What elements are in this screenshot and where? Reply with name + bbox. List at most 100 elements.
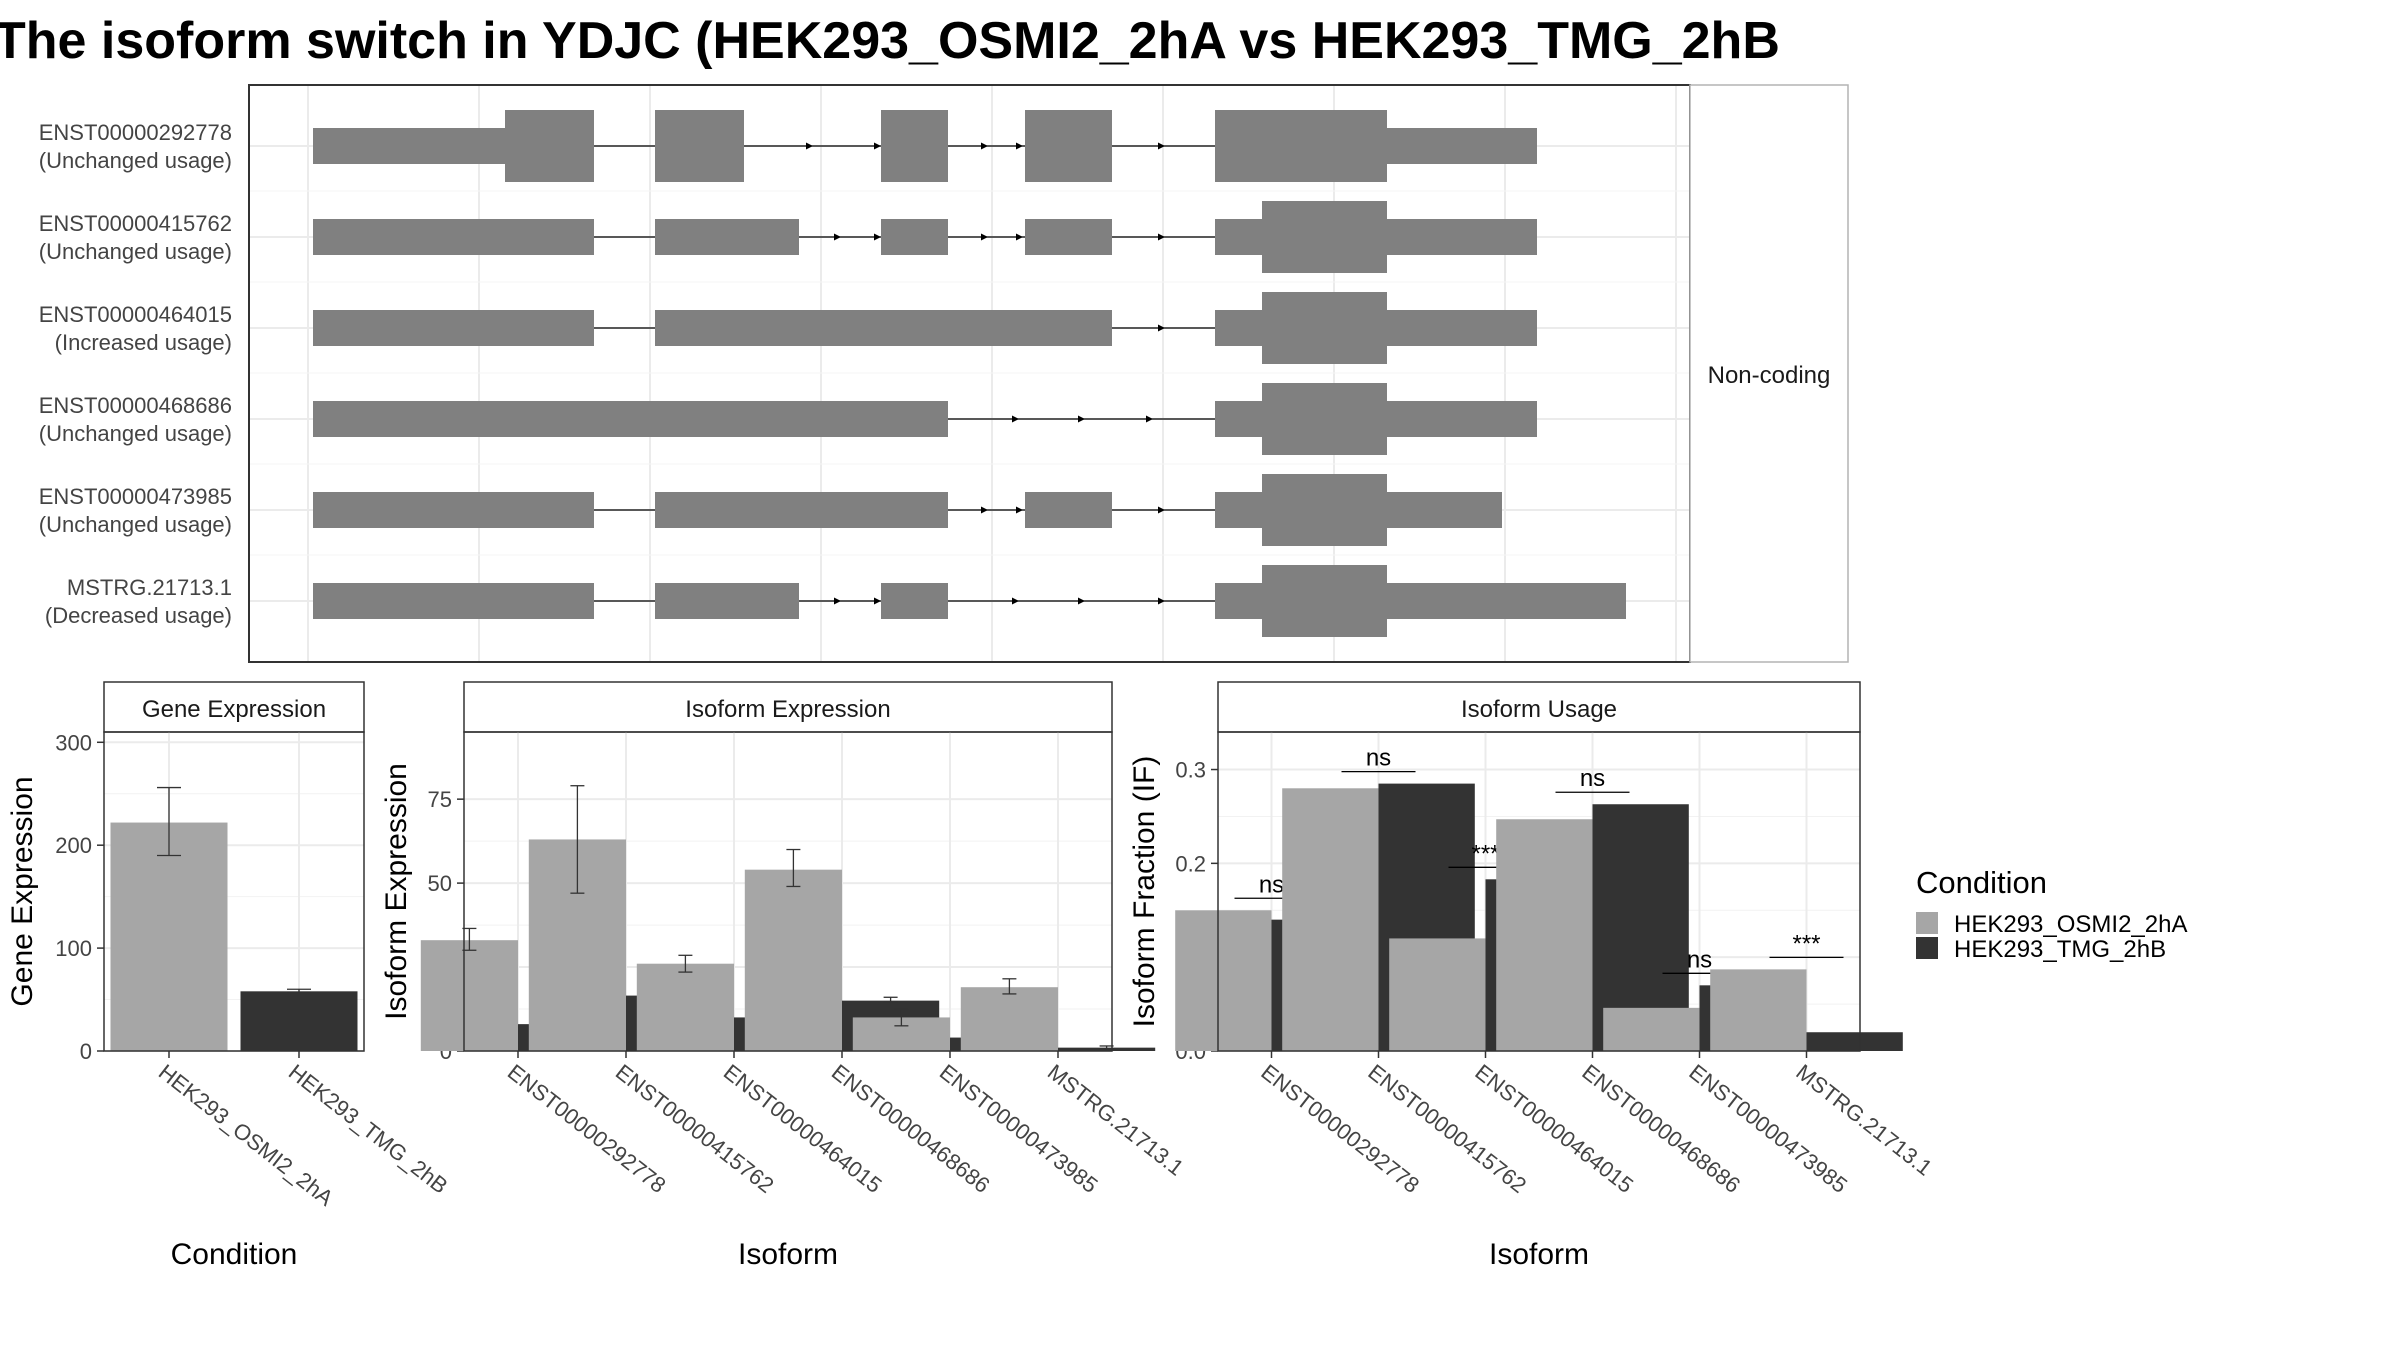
exon-block (655, 110, 744, 182)
intron-direction-arrow (1078, 415, 1085, 423)
significance-label: *** (1471, 840, 1499, 867)
exon-block (1215, 583, 1262, 619)
intron-direction-arrow (1158, 233, 1165, 241)
exon-block (1262, 474, 1387, 546)
intron-direction-arrow (1146, 415, 1153, 423)
exon-block (1387, 128, 1537, 164)
isoform-id-label: ENST00000473985 (39, 484, 232, 509)
intron-direction-arrow (1158, 506, 1165, 514)
exon-block (1387, 219, 1537, 255)
y-tick-label: 50 (428, 871, 452, 896)
bar (960, 987, 1058, 1051)
y-axis-title: Isoform Expression (380, 763, 413, 1020)
bar (1389, 938, 1486, 1051)
bar (420, 940, 518, 1051)
exon-block (655, 310, 1112, 346)
exon-block (1215, 110, 1387, 182)
bar (744, 869, 842, 1051)
bar (1496, 819, 1593, 1051)
exon-block (1215, 310, 1262, 346)
exon-block (1262, 201, 1387, 273)
intron-direction-arrow (1158, 597, 1165, 605)
legend-label-tmg: HEK293_TMG_2hB (1954, 936, 2166, 963)
isoform-id-label: ENST00000468686 (39, 393, 232, 418)
y-tick-label: 75 (428, 787, 452, 812)
intron-direction-arrow (1016, 506, 1023, 514)
intron-direction-arrow (981, 142, 988, 150)
isoform-id-label: MSTRG.21713.1 (67, 575, 232, 600)
intron-direction-arrow (981, 233, 988, 241)
intron-direction-arrow (1158, 142, 1165, 150)
intron-direction-arrow (874, 142, 881, 150)
exon-block (1262, 383, 1387, 455)
intron-direction-arrow (981, 506, 988, 514)
exon-block (1025, 110, 1112, 182)
exon-block (881, 110, 948, 182)
legend-key-tmg (1916, 937, 1938, 959)
intron-direction-arrow (874, 233, 881, 241)
exon-block (655, 583, 799, 619)
exon-block (313, 492, 594, 528)
y-tick-label: 0.2 (1175, 851, 1206, 876)
facet-strip-label: Non-coding (1708, 362, 1831, 389)
significance-label: ns (1366, 745, 1391, 772)
exon-block (1387, 310, 1537, 346)
panel-strip-title: Isoform Expression (685, 696, 890, 723)
exon-block (313, 219, 594, 255)
exon-block (655, 219, 799, 255)
exon-block (881, 583, 948, 619)
exon-block (1262, 292, 1387, 364)
bar (1710, 969, 1807, 1051)
significance-label: ns (1259, 871, 1284, 898)
panel-border (463, 731, 1113, 1052)
exon-block (655, 492, 948, 528)
x-axis-title: Isoform (1489, 1238, 1589, 1271)
bar (636, 963, 734, 1051)
panel-strip (103, 681, 365, 733)
bar (1603, 1007, 1700, 1051)
isoform-id-label: ENST00000415762 (39, 211, 232, 236)
exon-block (1215, 219, 1262, 255)
isoform-usage-panel: Isoform Usage0.00.10.20.3ENST00000292778… (1128, 681, 1937, 1271)
significance-label: ns (1580, 765, 1605, 792)
bar (1806, 1032, 1903, 1051)
y-axis-title: Isoform Fraction (IF) (1128, 756, 1161, 1028)
panel-border (103, 731, 365, 1052)
intron-direction-arrow (1016, 142, 1023, 150)
intron-direction-arrow (806, 142, 813, 150)
bar (1175, 910, 1272, 1051)
y-tick-label: 0 (80, 1039, 92, 1064)
isoform-usage-label: (Unchanged usage) (39, 512, 232, 537)
figure-title: The isoform switch in YDJC (HEK293_OSMI2… (0, 12, 1780, 70)
exon-block (313, 128, 505, 164)
panel-strip-title: Isoform Usage (1461, 696, 1617, 723)
isoform-usage-label: (Decreased usage) (45, 603, 232, 628)
bar (240, 991, 358, 1051)
exon-block (1387, 583, 1626, 619)
intron-direction-arrow (1012, 415, 1019, 423)
intron-direction-arrow (1078, 597, 1085, 605)
exon-block (1387, 492, 1502, 528)
intron-direction-arrow (1016, 233, 1023, 241)
legend-key-osmi2 (1916, 912, 1938, 934)
intron-direction-arrow (1158, 324, 1165, 332)
exon-block (313, 583, 594, 619)
panel-strip-title: Gene Expression (142, 696, 326, 723)
exon-block (1215, 492, 1262, 528)
intron-direction-arrow (1012, 597, 1019, 605)
bar (1282, 788, 1379, 1051)
legend-title: Condition (1916, 865, 2047, 900)
significance-label: *** (1792, 930, 1820, 957)
isoform-id-label: ENST00000292778 (39, 120, 232, 145)
y-tick-label: 300 (55, 730, 92, 755)
y-axis-title: Gene Expression (6, 776, 39, 1006)
isoform-usage-label: (Unchanged usage) (39, 148, 232, 173)
isoform-expression-panel: Isoform Expression0255075ENST00000292778… (380, 681, 1188, 1271)
intron-direction-arrow (874, 597, 881, 605)
bar (110, 822, 228, 1051)
legend-label-osmi2: HEK293_OSMI2_2hA (1954, 911, 2187, 938)
panel-border (1217, 731, 1861, 1052)
isoform-usage-label: (Unchanged usage) (39, 239, 232, 264)
exon-block (1025, 492, 1112, 528)
